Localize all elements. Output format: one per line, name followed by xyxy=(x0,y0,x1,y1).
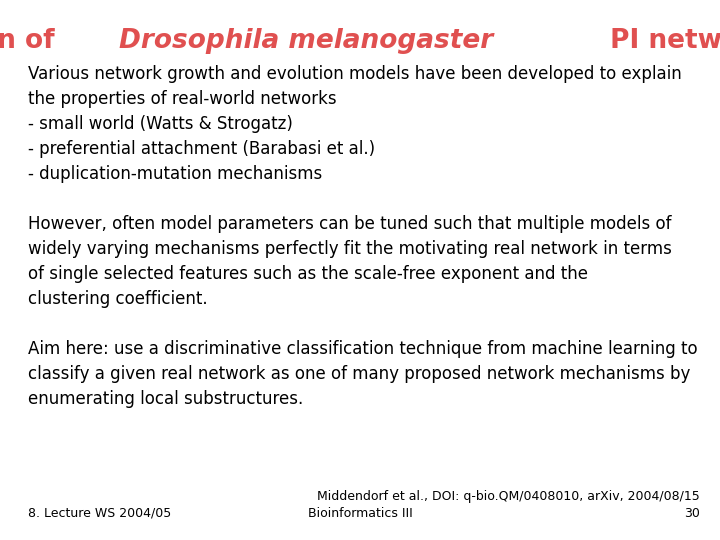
Text: Bioinformatics III: Bioinformatics III xyxy=(307,507,413,520)
Text: Middendorf et al., DOI: q-bio.QM/0408010, arXiv, 2004/08/15: Middendorf et al., DOI: q-bio.QM/0408010… xyxy=(318,490,700,503)
Text: Evolution of: Evolution of xyxy=(0,28,64,54)
Text: However, often model parameters can be tuned such that multiple models of
widely: However, often model parameters can be t… xyxy=(28,215,672,308)
Text: Drosophila melanogaster: Drosophila melanogaster xyxy=(119,28,492,54)
Text: Aim here: use a discriminative classification technique from machine learning to: Aim here: use a discriminative classific… xyxy=(28,340,698,408)
Text: 8. Lecture WS 2004/05: 8. Lecture WS 2004/05 xyxy=(28,507,171,520)
Text: 30: 30 xyxy=(684,507,700,520)
Text: Various network growth and evolution models have been developed to explain
the p: Various network growth and evolution mod… xyxy=(28,65,682,183)
Text: PI network: PI network xyxy=(601,28,720,54)
